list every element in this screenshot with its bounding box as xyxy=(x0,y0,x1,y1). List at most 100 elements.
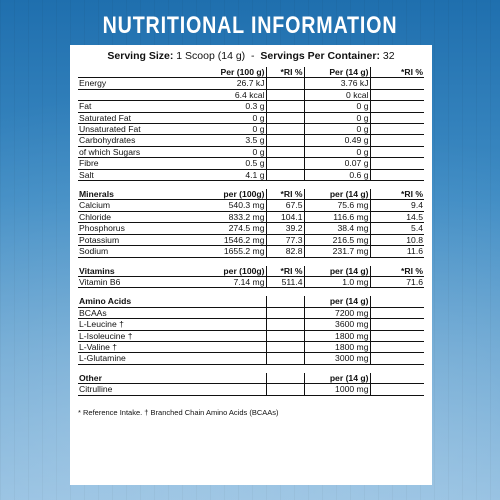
cell-name: Potassium xyxy=(78,234,194,247)
cell-per-14g: 75.6 mg xyxy=(304,199,371,212)
cell-per-14g: 231.7 mg xyxy=(304,245,371,258)
cell-ri-100g xyxy=(266,146,305,159)
cell-per-14g: 7200 mg xyxy=(304,307,371,320)
cell-per-14g: 0 g xyxy=(304,112,371,125)
cell-per-100g xyxy=(194,330,267,342)
header-per-100g: per (100g) xyxy=(194,265,267,277)
header-per-100g: per (100g) xyxy=(194,189,267,201)
cell-name: Energy xyxy=(78,77,194,90)
servings-per-container-label: Servings Per Container: xyxy=(260,50,380,62)
cell-name: Unsaturated Fat xyxy=(78,123,194,136)
header-name: Vitamins xyxy=(78,265,194,277)
cell-per-14g: 1.0 mg xyxy=(304,276,371,289)
table-row: Fat 0.3 g 0 g xyxy=(78,100,424,113)
nutrition-sections: Per (100 g) *RI % Per (14 g) *RI % Energy 26.… xyxy=(78,67,424,396)
cell-name: of which Sugars xyxy=(78,146,194,159)
cell-per-100g: 0 g xyxy=(194,146,267,159)
nutrition-table-amino: Amino Acids per (14 g) BCAAs 7200 mg L-Leuci… xyxy=(78,296,424,365)
cell-per-14g: 0 g xyxy=(304,123,371,136)
cell-name: L-Valine † xyxy=(78,341,194,354)
cell-ri-14g: 5.4 xyxy=(370,222,424,235)
table-row: L-Glutamine 3000 mg xyxy=(78,352,424,365)
section-other: Other per (14 g) Citrulline 1000 mg xyxy=(78,372,424,396)
cell-ri-100g: 77.3 xyxy=(266,234,305,247)
table-row: BCAAs 7200 mg xyxy=(78,307,424,320)
header-ri-100g xyxy=(266,372,305,385)
cell-per-100g: 6.4 kcal xyxy=(194,89,267,102)
cell-ri-100g xyxy=(266,77,305,90)
cell-name: Fibre xyxy=(78,157,194,170)
header-ri-14g xyxy=(370,372,424,385)
table-row: Vitamin B6 7.14 mg 511.4 1.0 mg 71.6 xyxy=(78,276,424,289)
table-header-row: Minerals per (100g) *RI % per (14 g) *RI % xyxy=(78,189,424,201)
cell-per-100g xyxy=(194,341,267,354)
cell-ri-14g xyxy=(370,77,424,90)
serving-size-label: Serving Size: xyxy=(107,50,174,62)
table-row: Sodium 1655.2 mg 82.8 231.7 mg 11.6 xyxy=(78,245,424,258)
cell-ri-14g: 14.5 xyxy=(370,211,424,224)
cell-ri-14g xyxy=(370,318,424,331)
cell-name: L-Isoleucine † xyxy=(78,330,194,342)
header-name xyxy=(78,67,194,79)
cell-name: Citrulline xyxy=(78,383,194,396)
cell-name: Sodium xyxy=(78,245,194,258)
cell-per-100g: 540.3 mg xyxy=(194,199,267,212)
cell-ri-14g xyxy=(370,169,424,182)
cell-per-14g: 0.49 g xyxy=(304,134,371,147)
serving-info: Serving Size: 1 Scoop (14 g) - Servings … xyxy=(78,49,424,67)
cell-ri-100g xyxy=(266,330,305,342)
cell-per-14g: 0 kcal xyxy=(304,89,371,102)
table-row: L-Isoleucine † 1800 mg xyxy=(78,330,424,342)
cell-ri-100g xyxy=(266,383,305,396)
cell-name: Chloride xyxy=(78,211,194,224)
cell-per-14g: 38.4 mg xyxy=(304,222,371,235)
cell-ri-100g: 511.4 xyxy=(266,276,305,289)
cell-name: L-Glutamine xyxy=(78,352,194,365)
cell-per-14g: 0 g xyxy=(304,146,371,159)
cell-ri-14g: 11.6 xyxy=(370,245,424,258)
header-ri-100g: *RI % xyxy=(266,189,305,201)
cell-ri-100g: 104.1 xyxy=(266,211,305,224)
cell-per-100g: 0.3 g xyxy=(194,100,267,113)
section-amino: Amino Acids per (14 g) BCAAs 7200 mg L-Leuci… xyxy=(78,296,424,365)
header-ri-100g: *RI % xyxy=(266,265,305,277)
serving-size-value: 1 Scoop (14 g) xyxy=(176,50,246,62)
cell-per-14g: 3600 mg xyxy=(304,318,371,331)
cell-per-100g: 274.5 mg xyxy=(194,222,267,235)
header-per-100g xyxy=(194,372,267,385)
cell-per-14g: 1800 mg xyxy=(304,341,371,354)
cell-name: Fat xyxy=(78,100,194,113)
cell-ri-14g xyxy=(370,307,424,320)
header-per-100g: Per (100 g) xyxy=(194,67,267,79)
header-per-100g xyxy=(194,296,267,308)
cell-ri-100g xyxy=(266,100,305,113)
cell-per-14g: 0.07 g xyxy=(304,157,371,170)
cell-ri-14g xyxy=(370,146,424,159)
table-row: Salt 4.1 g 0.6 g xyxy=(78,169,424,182)
cell-ri-100g xyxy=(266,89,305,102)
cell-ri-14g: 9.4 xyxy=(370,199,424,212)
cell-per-14g: 3.76 kJ xyxy=(304,77,371,90)
nutrition-table-other: Other per (14 g) Citrulline 1000 mg xyxy=(78,372,424,396)
table-row: L-Valine † 1800 mg xyxy=(78,341,424,354)
header-per-14g: Per (14 g) xyxy=(304,67,371,79)
cell-per-14g: 1000 mg xyxy=(304,383,371,396)
table-row: 6.4 kcal 0 kcal xyxy=(78,89,424,102)
cell-per-14g: 1800 mg xyxy=(304,330,371,342)
cell-per-100g: 4.1 g xyxy=(194,169,267,182)
cell-name: Saturated Fat xyxy=(78,112,194,125)
cell-name: Calcium xyxy=(78,199,194,212)
cell-name: Vitamin B6 xyxy=(78,276,194,289)
cell-per-14g: 3000 mg xyxy=(304,352,371,365)
nutrition-table-minerals: Minerals per (100g) *RI % per (14 g) *RI % Ca… xyxy=(78,189,424,258)
cell-name: Salt xyxy=(78,169,194,182)
cell-ri-100g xyxy=(266,307,305,320)
header-ri-14g: *RI % xyxy=(370,189,424,201)
table-header-row: Amino Acids per (14 g) xyxy=(78,296,424,308)
cell-per-100g xyxy=(194,383,267,396)
cell-ri-100g xyxy=(266,352,305,365)
header-ri-14g: *RI % xyxy=(370,67,424,79)
cell-ri-14g xyxy=(370,383,424,396)
header-ri-14g: *RI % xyxy=(370,265,424,277)
